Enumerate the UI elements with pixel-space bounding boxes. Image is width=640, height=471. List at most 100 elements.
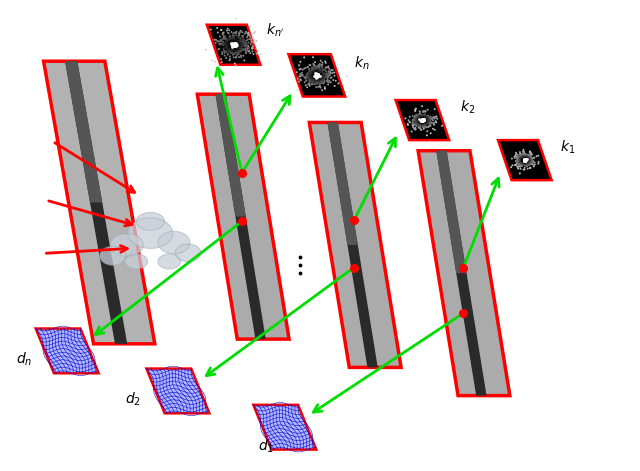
Point [314,72,324,79]
Point [236,51,246,59]
Point [232,44,242,52]
Point [312,72,322,79]
Point [520,156,530,164]
Point [514,154,524,161]
Point [309,73,319,81]
Point [515,154,525,162]
Point [230,42,241,50]
Point [527,156,537,163]
Point [520,156,531,164]
Point [230,45,240,53]
Point [419,117,429,124]
Point [418,118,428,126]
Point [511,157,521,165]
Point [420,118,430,126]
Point [312,72,323,80]
Point [522,153,532,161]
Point [228,41,238,49]
Ellipse shape [158,254,180,269]
Point [518,159,529,167]
Point [229,41,239,49]
Point [228,41,238,49]
Point [417,117,427,125]
Point [512,156,522,164]
Point [422,115,432,123]
Point [517,162,527,169]
Polygon shape [65,61,127,344]
Point [228,41,239,49]
Point [236,47,246,54]
Point [529,158,539,165]
Point [530,161,540,168]
Point [305,75,315,83]
Point [406,128,417,135]
Point [425,117,435,125]
Point [313,71,323,79]
Point [310,79,321,86]
Point [310,81,320,88]
Point [298,66,308,73]
Point [224,45,234,52]
Point [231,42,241,50]
Point [416,117,426,124]
Ellipse shape [136,212,164,230]
Point [525,159,535,166]
Point [524,157,534,165]
Point [420,115,431,122]
Point [230,41,241,49]
Point [419,116,429,124]
Point [520,164,530,171]
Point [227,46,237,54]
Point [226,44,236,51]
Point [526,153,536,161]
Point [415,116,425,123]
Point [312,71,322,79]
Point [520,157,530,165]
Point [419,115,429,123]
Point [524,157,534,165]
Point [520,156,530,164]
Point [308,66,319,74]
Point [228,40,238,48]
Point [516,157,527,165]
Point [521,157,531,164]
Point [518,156,529,163]
Point [519,155,529,163]
Point [226,39,236,47]
Point [520,157,531,165]
Point [520,156,530,164]
Point [521,156,531,164]
Point [312,70,323,78]
Point [417,117,428,124]
Point [236,27,246,35]
Point [222,44,232,52]
Point [417,117,428,124]
Point [228,30,238,37]
Point [321,64,331,71]
Point [315,73,325,81]
Point [228,41,238,48]
Point [222,41,232,49]
Point [418,112,428,119]
Point [520,156,530,164]
Polygon shape [396,100,449,140]
Point [243,42,253,49]
Point [228,40,239,48]
Point [318,75,328,82]
Point [526,155,536,163]
Point [514,153,524,161]
Point [415,116,426,123]
Point [513,155,523,163]
Point [229,42,239,49]
Point [422,116,433,123]
Point [417,119,427,126]
Point [229,37,239,44]
Point [424,123,434,130]
Point [218,35,228,42]
Point [244,35,254,43]
Point [233,43,243,51]
Point [424,118,434,125]
Point [218,32,228,40]
Point [519,156,529,164]
Point [225,41,236,49]
